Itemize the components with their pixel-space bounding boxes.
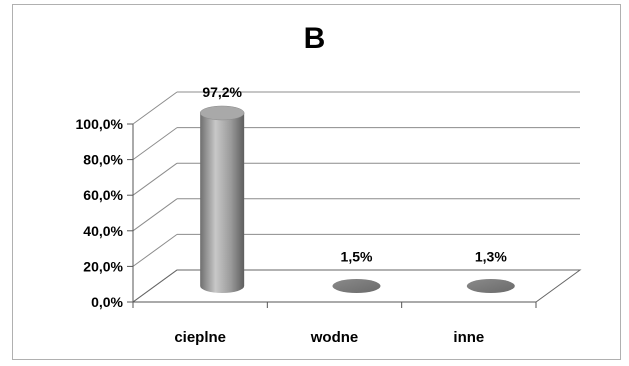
y-tick-label: 0,0% <box>91 294 123 310</box>
bar-body <box>200 112 245 293</box>
y-tick-label: 100,0% <box>76 116 124 132</box>
bar-disc <box>332 279 381 293</box>
chart-frame <box>12 4 621 360</box>
gridline-diag <box>132 127 178 161</box>
y-tick-label: 40,0% <box>83 223 123 239</box>
gridline-diag <box>132 91 178 125</box>
x-tick-label: cieplne <box>174 329 226 346</box>
x-tick-label: wodne <box>310 329 359 346</box>
chart-title: B <box>303 22 326 55</box>
y-tick-label: 80,0% <box>83 152 123 168</box>
bar-inne <box>466 279 515 293</box>
y-tick-label: 20,0% <box>83 258 123 274</box>
bar-wodne <box>332 279 381 293</box>
gridline-diag <box>132 198 178 232</box>
y-tick-label: 60,0% <box>83 187 123 203</box>
gridline-diag <box>132 233 178 267</box>
x-tick-label: inne <box>453 329 484 346</box>
gridline-diag <box>132 162 178 196</box>
data-label: 97,2% <box>202 84 242 100</box>
bar-disc <box>466 279 515 293</box>
bar-cieplne <box>199 105 245 293</box>
data-label: 1,5% <box>341 248 373 264</box>
data-label: 1,3% <box>475 249 507 265</box>
bar-cap <box>199 105 245 121</box>
